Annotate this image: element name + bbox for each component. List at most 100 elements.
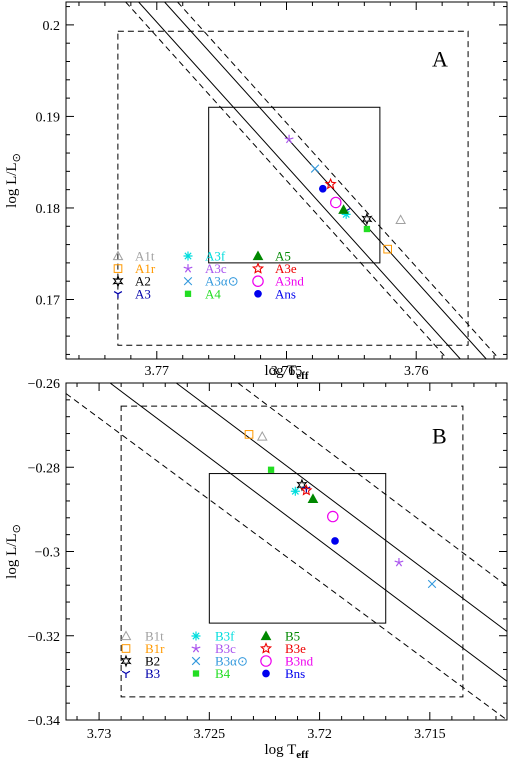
x-tick-label: 3.73 — [87, 727, 112, 742]
data-point — [331, 537, 339, 545]
inner-box — [208, 473, 387, 624]
data-point — [338, 204, 349, 214]
legend-label: B3c — [215, 641, 236, 656]
y-tick-label: 0.19 — [36, 110, 61, 125]
data-point — [361, 212, 373, 226]
legend-marker — [191, 644, 201, 653]
legend-marker — [112, 250, 124, 261]
y-axis-label: log L/L⊙ — [4, 524, 23, 579]
legend-label: B2 — [145, 654, 160, 669]
legend-marker — [252, 275, 264, 287]
data-point — [318, 184, 327, 193]
y-tick-label: 0.18 — [36, 202, 61, 217]
legend-label: B1r — [145, 641, 165, 656]
legend-marker — [259, 642, 273, 654]
legend-label: A4 — [205, 286, 221, 301]
legend-marker — [251, 262, 265, 274]
y-axis-label-main: log L/L — [4, 162, 20, 207]
legend-marker — [112, 274, 124, 288]
solid-line — [164, 2, 487, 359]
data-point — [256, 430, 268, 441]
panel-b: 3.73 3.725 3.72 3.715 −0.34 −0.32 −0.3 −0.28 −0.… — [4, 377, 508, 761]
x-tick-label: 3.725 — [194, 727, 226, 742]
legend-marker — [113, 264, 123, 273]
data-point — [296, 478, 308, 492]
data-point — [300, 484, 313, 496]
data-point — [290, 486, 300, 496]
x-tick-label: 3.765 — [271, 364, 303, 379]
x-tick-label: 3.715 — [414, 727, 446, 742]
x-axis-label-sub: eff — [296, 749, 309, 761]
outer-dashed-box — [117, 30, 469, 346]
legend-marker — [260, 655, 272, 667]
legend-marker — [254, 289, 262, 298]
legend-label: A3α⊙ — [205, 274, 239, 289]
data-point — [324, 177, 337, 190]
legend-label: B1t — [145, 629, 164, 644]
legend-label: A3c — [205, 261, 227, 276]
data-point — [363, 225, 371, 233]
legend-marker — [121, 670, 131, 678]
inner-box — [208, 106, 381, 264]
data-point — [310, 164, 320, 173]
legend-marker — [191, 631, 201, 641]
legend-marker — [252, 250, 264, 261]
legend-marker — [113, 291, 123, 299]
data-point — [267, 466, 275, 473]
x-axis-label: log Teff — [264, 363, 308, 382]
legend-label: B3nd — [285, 654, 314, 669]
dashed-line — [237, 383, 507, 587]
data-point — [307, 493, 319, 503]
data-point — [395, 214, 406, 224]
y-tick-label: −0.28 — [28, 461, 60, 476]
y-tick-label: 0.17 — [36, 294, 61, 309]
legend-label: A5 — [275, 249, 291, 264]
y-tick-label: −0.3 — [35, 546, 60, 561]
data-point — [330, 196, 342, 209]
dashed-line — [125, 2, 448, 359]
panel-label: B — [432, 424, 447, 449]
plot-area — [66, 383, 507, 720]
legend-label: Ans — [275, 286, 296, 301]
panel-label: A — [432, 46, 448, 71]
data-point — [244, 430, 254, 439]
y-axis-label: log L/L⊙ — [4, 153, 23, 208]
x-axis-label-main: log T — [264, 742, 296, 758]
data-point — [427, 579, 437, 589]
legend-label: B3α⊙ — [215, 654, 248, 669]
legend-marker — [192, 670, 200, 677]
dashed-line — [177, 2, 500, 359]
legend-label: A3 — [135, 286, 151, 301]
y-tick-label: −0.26 — [28, 377, 60, 392]
dashed-line — [66, 393, 507, 720]
x-tick-label: 3.76 — [404, 364, 429, 379]
x-axis-label-sub: eff — [296, 370, 309, 382]
plot-area — [117, 2, 500, 359]
solid-line — [175, 383, 507, 632]
data-point — [327, 510, 339, 523]
y-axis-label-sun: ⊙ — [11, 153, 23, 162]
legend-label: B5 — [285, 629, 300, 644]
legend-label: Bns — [285, 666, 305, 681]
legend-marker — [183, 276, 193, 286]
legend-marker — [184, 290, 192, 297]
legend-label: B4 — [215, 666, 231, 681]
legend-marker — [121, 644, 131, 653]
legend-label: A2 — [135, 274, 151, 289]
data-point — [394, 557, 404, 567]
outer-dashed-box — [120, 405, 464, 698]
legend-label: B3f — [215, 629, 235, 644]
legend-marker — [183, 251, 193, 261]
data-point — [284, 134, 294, 144]
y-tick-label: 0.2 — [43, 19, 61, 34]
data-point — [383, 244, 392, 254]
solid-line — [138, 2, 461, 359]
legend-marker — [120, 654, 132, 668]
legend-label: A3e — [275, 261, 297, 276]
legend-marker — [260, 630, 272, 641]
x-axis-label: log Teff — [264, 742, 308, 761]
